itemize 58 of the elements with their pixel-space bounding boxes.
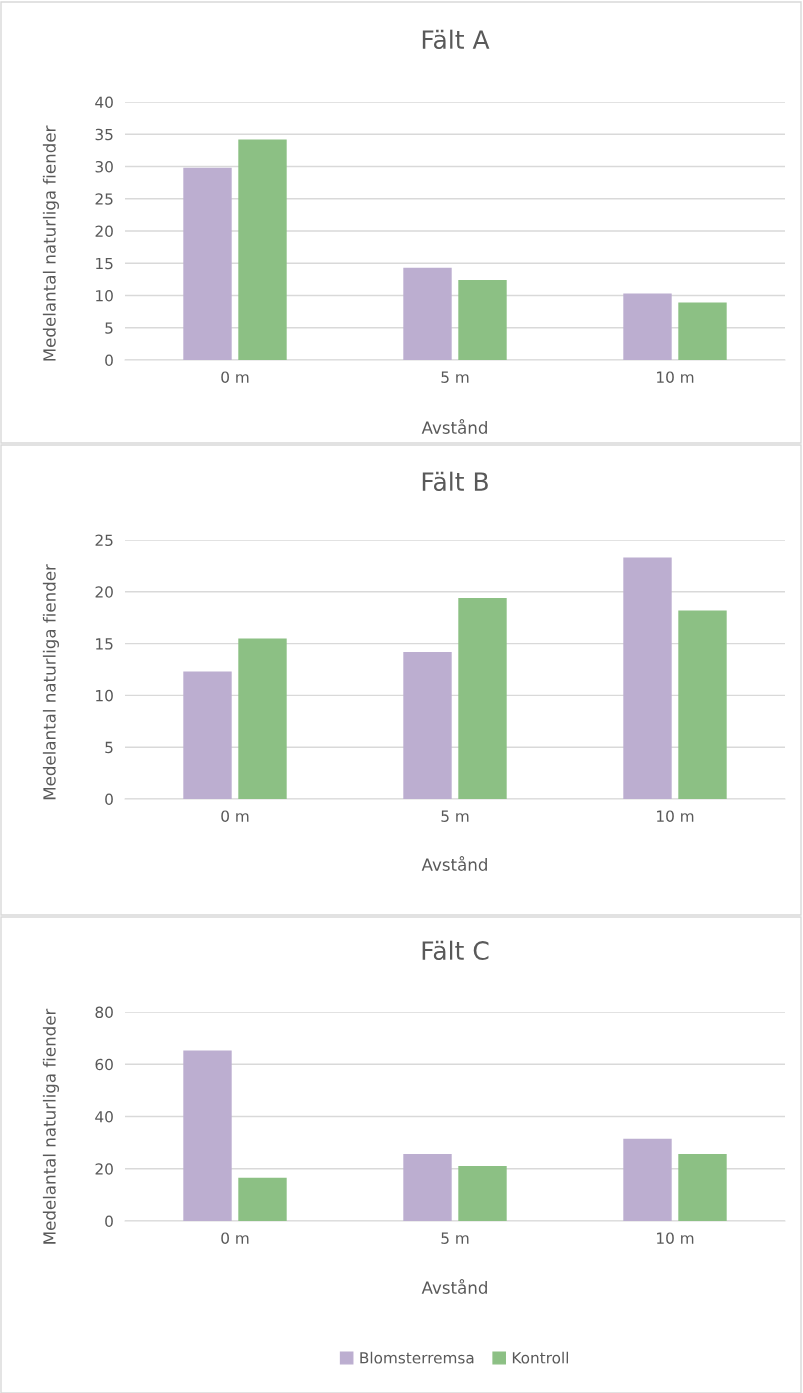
y-tick-label: 5 [105,741,113,754]
bar [238,139,287,360]
x-tick-label: 10 m [657,810,694,822]
bar [183,167,232,360]
y-axis-title: Medelantal naturliga fiender [42,1008,59,1244]
y-tick-label: 25 [95,534,113,547]
y-tick-label: 5 [105,322,113,334]
y-axis-title: Medelantal naturliga fiender [42,125,59,361]
y-tick-label: 20 [95,586,113,598]
x-tick-label: 5 m [441,1232,469,1244]
y-tick-label: 10 [96,689,113,702]
bar [623,557,672,799]
y-tick-label: 60 [95,1058,113,1071]
bar [458,280,507,360]
y-tick-label: 35 [95,128,113,141]
x-tick-label: 5 m [441,371,469,383]
x-axis-title: Avstånd [421,419,487,434]
legend-label: Kontroll [512,1351,569,1364]
y-tick-label: 0 [105,354,113,367]
bar [238,1177,287,1221]
bar [458,1165,507,1221]
y-tick-label: 30 [95,160,113,173]
bar [458,598,507,799]
y-tick-label: 40 [95,1110,113,1123]
legend-label: Blomsterremsa [360,1351,474,1364]
x-axis-title: Avstånd [421,1279,487,1294]
bar [678,302,727,360]
bar [403,651,452,799]
y-tick-label: 20 [95,225,113,238]
y-tick-label: 15 [96,257,113,270]
y-tick-label: 0 [105,793,113,806]
bar [678,1154,727,1221]
bar [403,1154,452,1221]
bar [403,267,452,360]
x-tick-label: 10 m [657,1232,694,1244]
y-axis-title: Medelantal naturliga fiender [42,564,59,800]
y-tick-label: 15 [96,638,113,650]
y-tick-label: 80 [95,1006,113,1019]
bar [183,1050,232,1221]
chart-title: Fält C [422,940,489,961]
x-tick-label: 0 m [221,371,249,383]
x-tick-label: 0 m [221,1232,249,1244]
bar [623,1138,672,1221]
y-tick-label: 25 [95,193,113,205]
chart-title: Fält B [422,471,488,492]
x-axis-title: Avstånd [421,856,487,871]
y-tick-label: 10 [96,289,113,302]
chart-title: Fält A [422,29,490,50]
x-tick-label: 5 m [441,810,469,822]
y-tick-label: 20 [95,1163,113,1175]
x-tick-label: 0 m [221,810,249,822]
bar [623,293,672,360]
bar [183,671,232,799]
y-tick-label: 0 [105,1215,113,1228]
bar [238,638,287,799]
bar [678,610,727,799]
y-tick-label: 40 [95,96,113,109]
x-tick-label: 10 m [657,371,694,383]
